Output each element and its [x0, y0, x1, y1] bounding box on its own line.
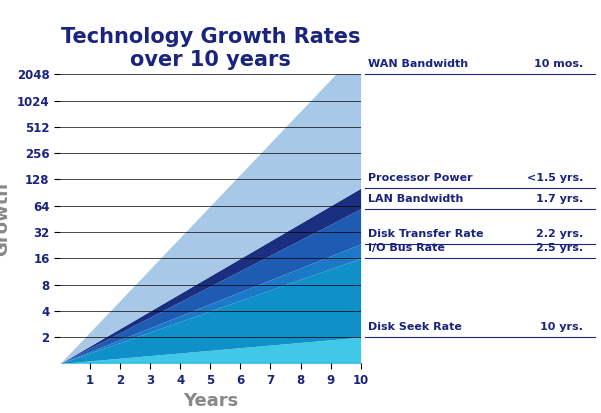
Text: LAN Bandwidth: LAN Bandwidth — [368, 194, 463, 204]
Text: <1.5 yrs.: <1.5 yrs. — [526, 173, 583, 183]
Text: WAN Bandwidth: WAN Bandwidth — [368, 59, 468, 69]
Text: 1.7 yrs.: 1.7 yrs. — [535, 194, 583, 204]
Text: Disk Transfer Rate: Disk Transfer Rate — [368, 229, 483, 239]
Text: 10 yrs.: 10 yrs. — [540, 322, 583, 332]
Text: I/O Bus Rate: I/O Bus Rate — [368, 243, 445, 253]
Title: Technology Growth Rates
over 10 years: Technology Growth Rates over 10 years — [61, 27, 360, 70]
Text: 2.2 yrs.: 2.2 yrs. — [535, 229, 583, 239]
Y-axis label: Growth: Growth — [0, 182, 11, 256]
Text: 10 mos.: 10 mos. — [534, 59, 583, 69]
X-axis label: Years: Years — [183, 392, 238, 411]
Text: 2.5 yrs.: 2.5 yrs. — [536, 243, 583, 253]
Text: Disk Seek Rate: Disk Seek Rate — [368, 322, 462, 332]
Text: Processor Power: Processor Power — [368, 173, 472, 183]
